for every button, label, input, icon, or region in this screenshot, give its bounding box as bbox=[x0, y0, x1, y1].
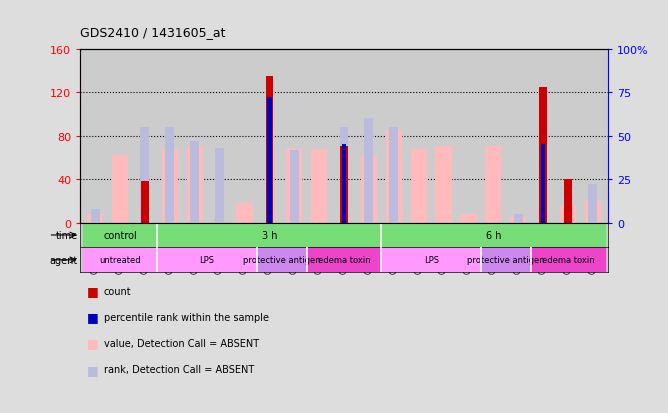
Bar bbox=[186, 147, 203, 223]
Bar bbox=[112, 156, 128, 223]
Bar bbox=[530, 248, 605, 273]
Text: rank, Detection Call = ABSENT: rank, Detection Call = ABSENT bbox=[104, 364, 254, 374]
Text: percentile rank within the sample: percentile rank within the sample bbox=[104, 312, 269, 322]
Bar bbox=[411, 150, 427, 223]
Text: time: time bbox=[55, 230, 77, 240]
Bar bbox=[257, 248, 307, 273]
Bar bbox=[165, 128, 174, 223]
Bar bbox=[236, 204, 253, 223]
Bar bbox=[141, 182, 148, 223]
Bar bbox=[436, 147, 452, 223]
Bar bbox=[83, 248, 158, 273]
Bar bbox=[158, 248, 257, 273]
Text: ■: ■ bbox=[87, 311, 99, 324]
Text: ■: ■ bbox=[87, 337, 99, 350]
Bar bbox=[190, 142, 199, 223]
Text: ■: ■ bbox=[87, 363, 99, 376]
Bar bbox=[365, 119, 373, 223]
Text: control: control bbox=[103, 230, 137, 240]
Text: 6 h: 6 h bbox=[486, 230, 501, 240]
Bar bbox=[481, 248, 530, 273]
Bar bbox=[510, 218, 526, 223]
Bar bbox=[267, 98, 272, 223]
Bar bbox=[585, 202, 601, 223]
Bar bbox=[589, 185, 597, 223]
Bar bbox=[460, 214, 476, 223]
Bar bbox=[91, 209, 100, 223]
Bar bbox=[311, 150, 327, 223]
Bar bbox=[564, 180, 572, 223]
Bar bbox=[266, 77, 273, 223]
Text: LPS: LPS bbox=[424, 256, 439, 265]
Bar bbox=[307, 248, 381, 273]
Bar bbox=[286, 150, 303, 223]
Bar bbox=[540, 88, 547, 223]
Text: LPS: LPS bbox=[200, 256, 214, 265]
Bar bbox=[389, 128, 398, 223]
Text: agent: agent bbox=[49, 255, 77, 265]
Text: edema toxin: edema toxin bbox=[542, 256, 595, 265]
Bar bbox=[485, 147, 502, 223]
Text: 3 h: 3 h bbox=[262, 230, 277, 240]
Text: untreated: untreated bbox=[99, 256, 141, 265]
Bar bbox=[361, 156, 377, 223]
Bar bbox=[140, 128, 150, 223]
Text: protective antigen: protective antigen bbox=[243, 256, 321, 265]
Text: edema toxin: edema toxin bbox=[318, 256, 370, 265]
Text: GDS2410 / 1431605_at: GDS2410 / 1431605_at bbox=[80, 26, 226, 39]
Bar bbox=[342, 145, 346, 223]
Bar bbox=[339, 128, 349, 223]
Bar bbox=[381, 248, 481, 273]
Bar bbox=[87, 214, 103, 223]
Bar bbox=[381, 223, 605, 248]
Bar bbox=[514, 214, 523, 223]
Bar bbox=[340, 147, 348, 223]
Text: protective antigen: protective antigen bbox=[467, 256, 544, 265]
Bar bbox=[215, 148, 224, 223]
Text: count: count bbox=[104, 286, 131, 296]
Bar bbox=[290, 150, 299, 223]
Bar bbox=[560, 207, 576, 223]
Bar bbox=[158, 223, 381, 248]
Bar bbox=[385, 131, 402, 223]
Bar bbox=[83, 223, 158, 248]
Text: value, Detection Call = ABSENT: value, Detection Call = ABSENT bbox=[104, 338, 259, 348]
Text: ■: ■ bbox=[87, 285, 99, 298]
Bar bbox=[541, 145, 545, 223]
Bar bbox=[162, 150, 178, 223]
